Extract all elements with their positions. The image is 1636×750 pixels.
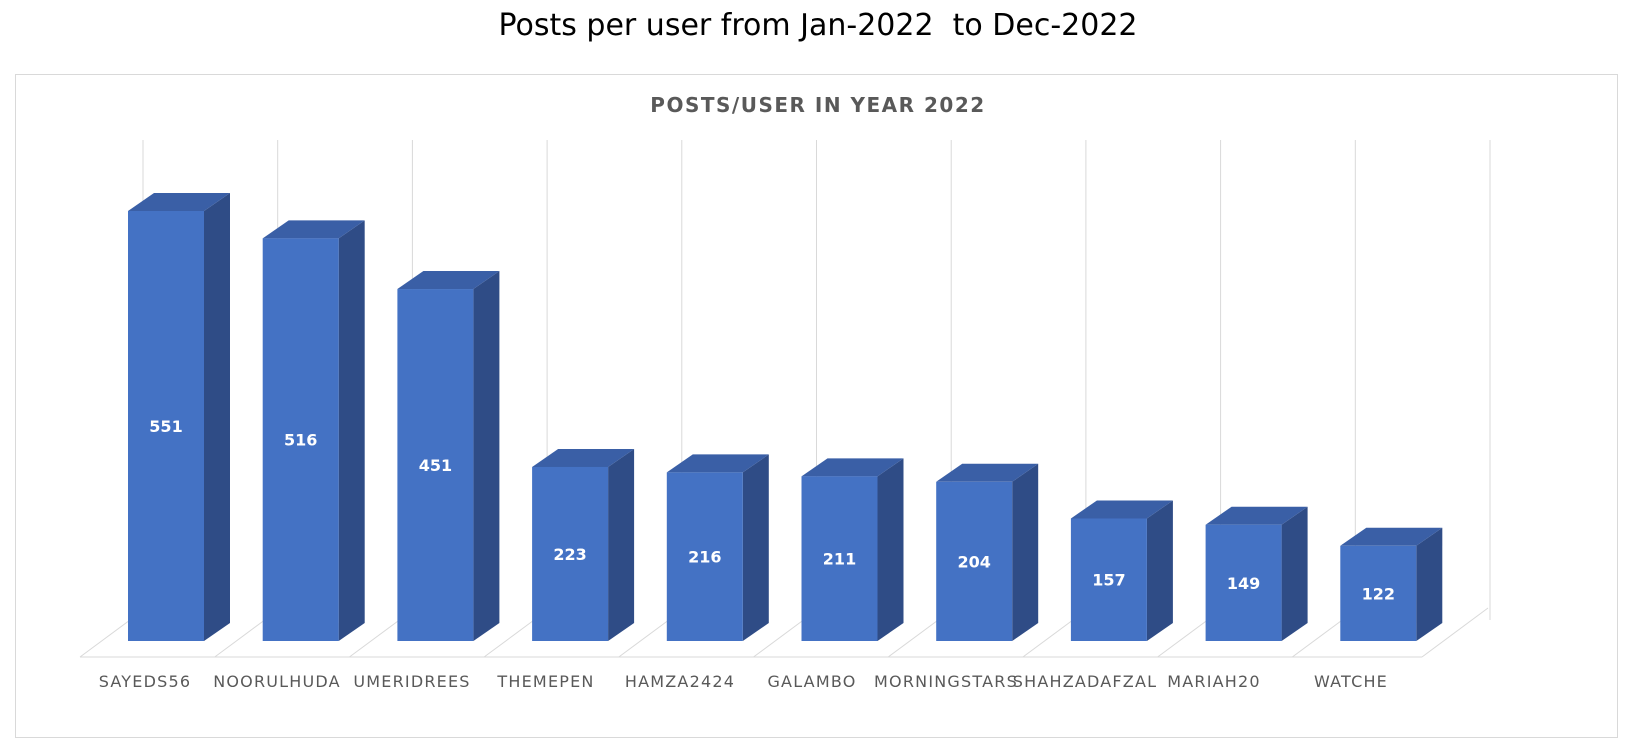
bar-side-face [204, 193, 230, 641]
bar-front-face [397, 289, 474, 641]
bar-galambo: 211 [801, 458, 904, 641]
data-label: 149 [1227, 574, 1260, 593]
bar-front-face [801, 476, 878, 641]
data-label: 211 [823, 550, 856, 569]
floor-divider [1022, 619, 1074, 658]
category-label: NOORULHUDA [213, 672, 341, 691]
data-label: 122 [1362, 584, 1395, 603]
data-label: 451 [419, 456, 452, 475]
chart-title: POSTS/USER IN YEAR 2022 [650, 93, 985, 117]
bar-front-face [666, 472, 743, 641]
bar-side-face [473, 271, 500, 641]
data-label: 204 [957, 552, 990, 571]
data-label: 516 [284, 431, 317, 450]
bar-side-face [1281, 506, 1308, 641]
bar-side-face [742, 454, 769, 641]
bar-side-face [877, 458, 904, 641]
floor-divider [483, 619, 535, 658]
bar-side-face [1146, 500, 1173, 641]
bar-morningstars: 204 [936, 463, 1039, 641]
bar-front-face [1070, 518, 1147, 641]
data-label: 551 [149, 417, 182, 436]
bar-umeridrees: 451 [397, 271, 500, 641]
data-label: 216 [688, 548, 721, 567]
bar-front-face [128, 211, 204, 641]
category-label: SAYEDS56 [99, 672, 191, 691]
bar-side-face [608, 448, 635, 641]
bar-front-face [1205, 524, 1282, 641]
bar-top-face [532, 448, 635, 467]
bar-themepen: 223 [532, 448, 635, 641]
bar-front-face [532, 466, 609, 641]
bar-side-face [1416, 527, 1443, 641]
category-label: MORNINGSTARS [874, 672, 1018, 691]
floor-right-edge [1421, 607, 1489, 658]
floor-divider [349, 619, 400, 658]
floor-divider [1157, 619, 1208, 658]
floor-divider [887, 619, 939, 658]
category-label: GALAMBO [767, 672, 856, 691]
bar-top-face [1340, 527, 1443, 546]
floor-divider [214, 619, 265, 658]
bar-top-face [666, 454, 769, 473]
bar-front-face [262, 238, 339, 642]
floor-divider [753, 619, 804, 658]
bar-top-face [262, 220, 365, 239]
category-label: MARIAH20 [1167, 672, 1261, 691]
data-label: 157 [1092, 571, 1125, 590]
chart-floor [79, 607, 1489, 658]
bar-top-face [1070, 500, 1173, 519]
category-axis: SAYEDS56 NOORULHUDA UMERIDREES THEMEPEN HAMZ… [99, 672, 1388, 691]
data-label: 223 [553, 545, 586, 564]
bar-hamza2424: 216 [666, 454, 769, 641]
floor-left-edge [79, 619, 131, 658]
category-label: WATCHE [1314, 672, 1388, 691]
bar-front-face [936, 481, 1013, 641]
bar-front-face [1340, 545, 1417, 641]
category-label: UMERIDREES [353, 672, 470, 691]
bar-top-face [397, 271, 500, 290]
bar-watche: 122 [1340, 527, 1443, 641]
bar-side-face [1012, 463, 1039, 641]
bar-sayeds56: 551 [128, 193, 230, 641]
bar-mariah20: 149 [1205, 506, 1308, 641]
bar-side-face [338, 220, 365, 642]
bar-top-face [1205, 506, 1308, 525]
page-title: Posts per user from Jan-2022 to Dec-2022 [498, 8, 1138, 43]
bar-top-face [936, 463, 1039, 482]
floor-divider [618, 619, 670, 658]
category-label: THEMEPEN [496, 672, 594, 691]
category-label: HAMZA2424 [625, 672, 735, 691]
bar-noorulhuda: 516 [262, 220, 365, 642]
category-label: SHAHZADAFZAL [1013, 672, 1157, 691]
floor-divider [1292, 619, 1343, 658]
bar-series: 551 516 451 223 216 211 204 157 149 122 [128, 193, 1443, 642]
bar-top-face [128, 193, 230, 211]
bar-top-face [801, 458, 904, 477]
bar-shahzadafzal: 157 [1070, 500, 1173, 641]
